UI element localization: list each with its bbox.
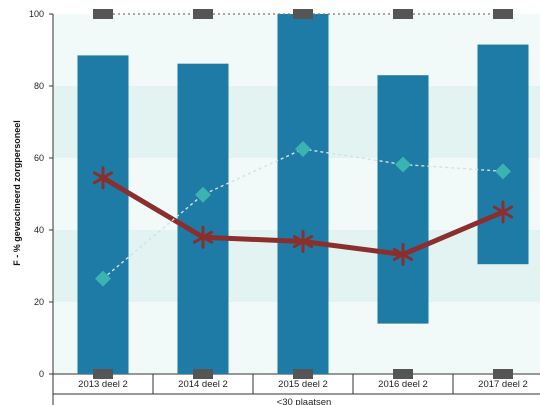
group-label: <30 plaatsen bbox=[277, 397, 332, 405]
min-marker-1 bbox=[193, 369, 213, 379]
x-tick-label-2: 2015 deel 2 bbox=[278, 379, 328, 390]
max-marker-3 bbox=[393, 9, 413, 19]
series-1-point-1 bbox=[195, 186, 211, 203]
min-marker-4 bbox=[493, 369, 513, 379]
x-tick-label-1: 2014 deel 2 bbox=[178, 379, 228, 390]
axes bbox=[49, 13, 540, 405]
star-stroke bbox=[492, 205, 514, 219]
max-marker-1 bbox=[193, 9, 213, 19]
range-bar-2 bbox=[277, 14, 329, 374]
y-tick-label-0: 0 bbox=[39, 369, 44, 379]
series-0-point-0 bbox=[92, 166, 114, 190]
star-stroke bbox=[392, 247, 414, 261]
y-tick-label-100: 100 bbox=[29, 9, 44, 19]
series-1-point-0 bbox=[95, 270, 111, 287]
star-stroke bbox=[92, 171, 114, 185]
series-1-point-3 bbox=[395, 156, 411, 173]
y-tick-label-40: 40 bbox=[34, 225, 44, 235]
axis-labels: 0 20 40 60 80 100 2013 deel 2 2014 deel 2 2015 d… bbox=[29, 9, 528, 405]
series-0-point-3 bbox=[392, 242, 414, 266]
y-tick-label-60: 60 bbox=[34, 153, 44, 163]
y-tick-label-20: 20 bbox=[34, 297, 44, 307]
range-bar-0 bbox=[77, 55, 129, 375]
x-tick-label-4: 2017 deel 2 bbox=[478, 379, 528, 390]
series-0-point-2 bbox=[292, 230, 314, 254]
max-marker-2 bbox=[293, 9, 313, 19]
series-0-point-4 bbox=[492, 200, 514, 224]
min-marker-0 bbox=[93, 369, 113, 379]
x-tick-label-3: 2016 deel 2 bbox=[378, 379, 428, 390]
min-marker-2 bbox=[293, 369, 313, 379]
series-1-point-2 bbox=[295, 141, 311, 157]
range-bars bbox=[77, 14, 529, 375]
y-tick-label-80: 80 bbox=[34, 81, 44, 91]
x-tick-label-0: 2013 deel 2 bbox=[78, 379, 128, 390]
y-axis-title: F - % gevaccineerd zorgpersoneel bbox=[12, 120, 22, 266]
range-bar-4 bbox=[477, 44, 529, 265]
max-marker-0 bbox=[93, 9, 113, 19]
series-lines bbox=[92, 141, 514, 287]
max-marker-4 bbox=[493, 9, 513, 19]
star-stroke bbox=[192, 230, 214, 244]
min-max-markers bbox=[93, 9, 513, 379]
min-marker-3 bbox=[393, 369, 413, 379]
range-bar-1 bbox=[177, 63, 229, 375]
series-0-point-1 bbox=[192, 225, 214, 249]
range-bar-3 bbox=[377, 75, 429, 324]
star-stroke bbox=[292, 235, 314, 249]
series-1-point-4 bbox=[495, 163, 511, 180]
